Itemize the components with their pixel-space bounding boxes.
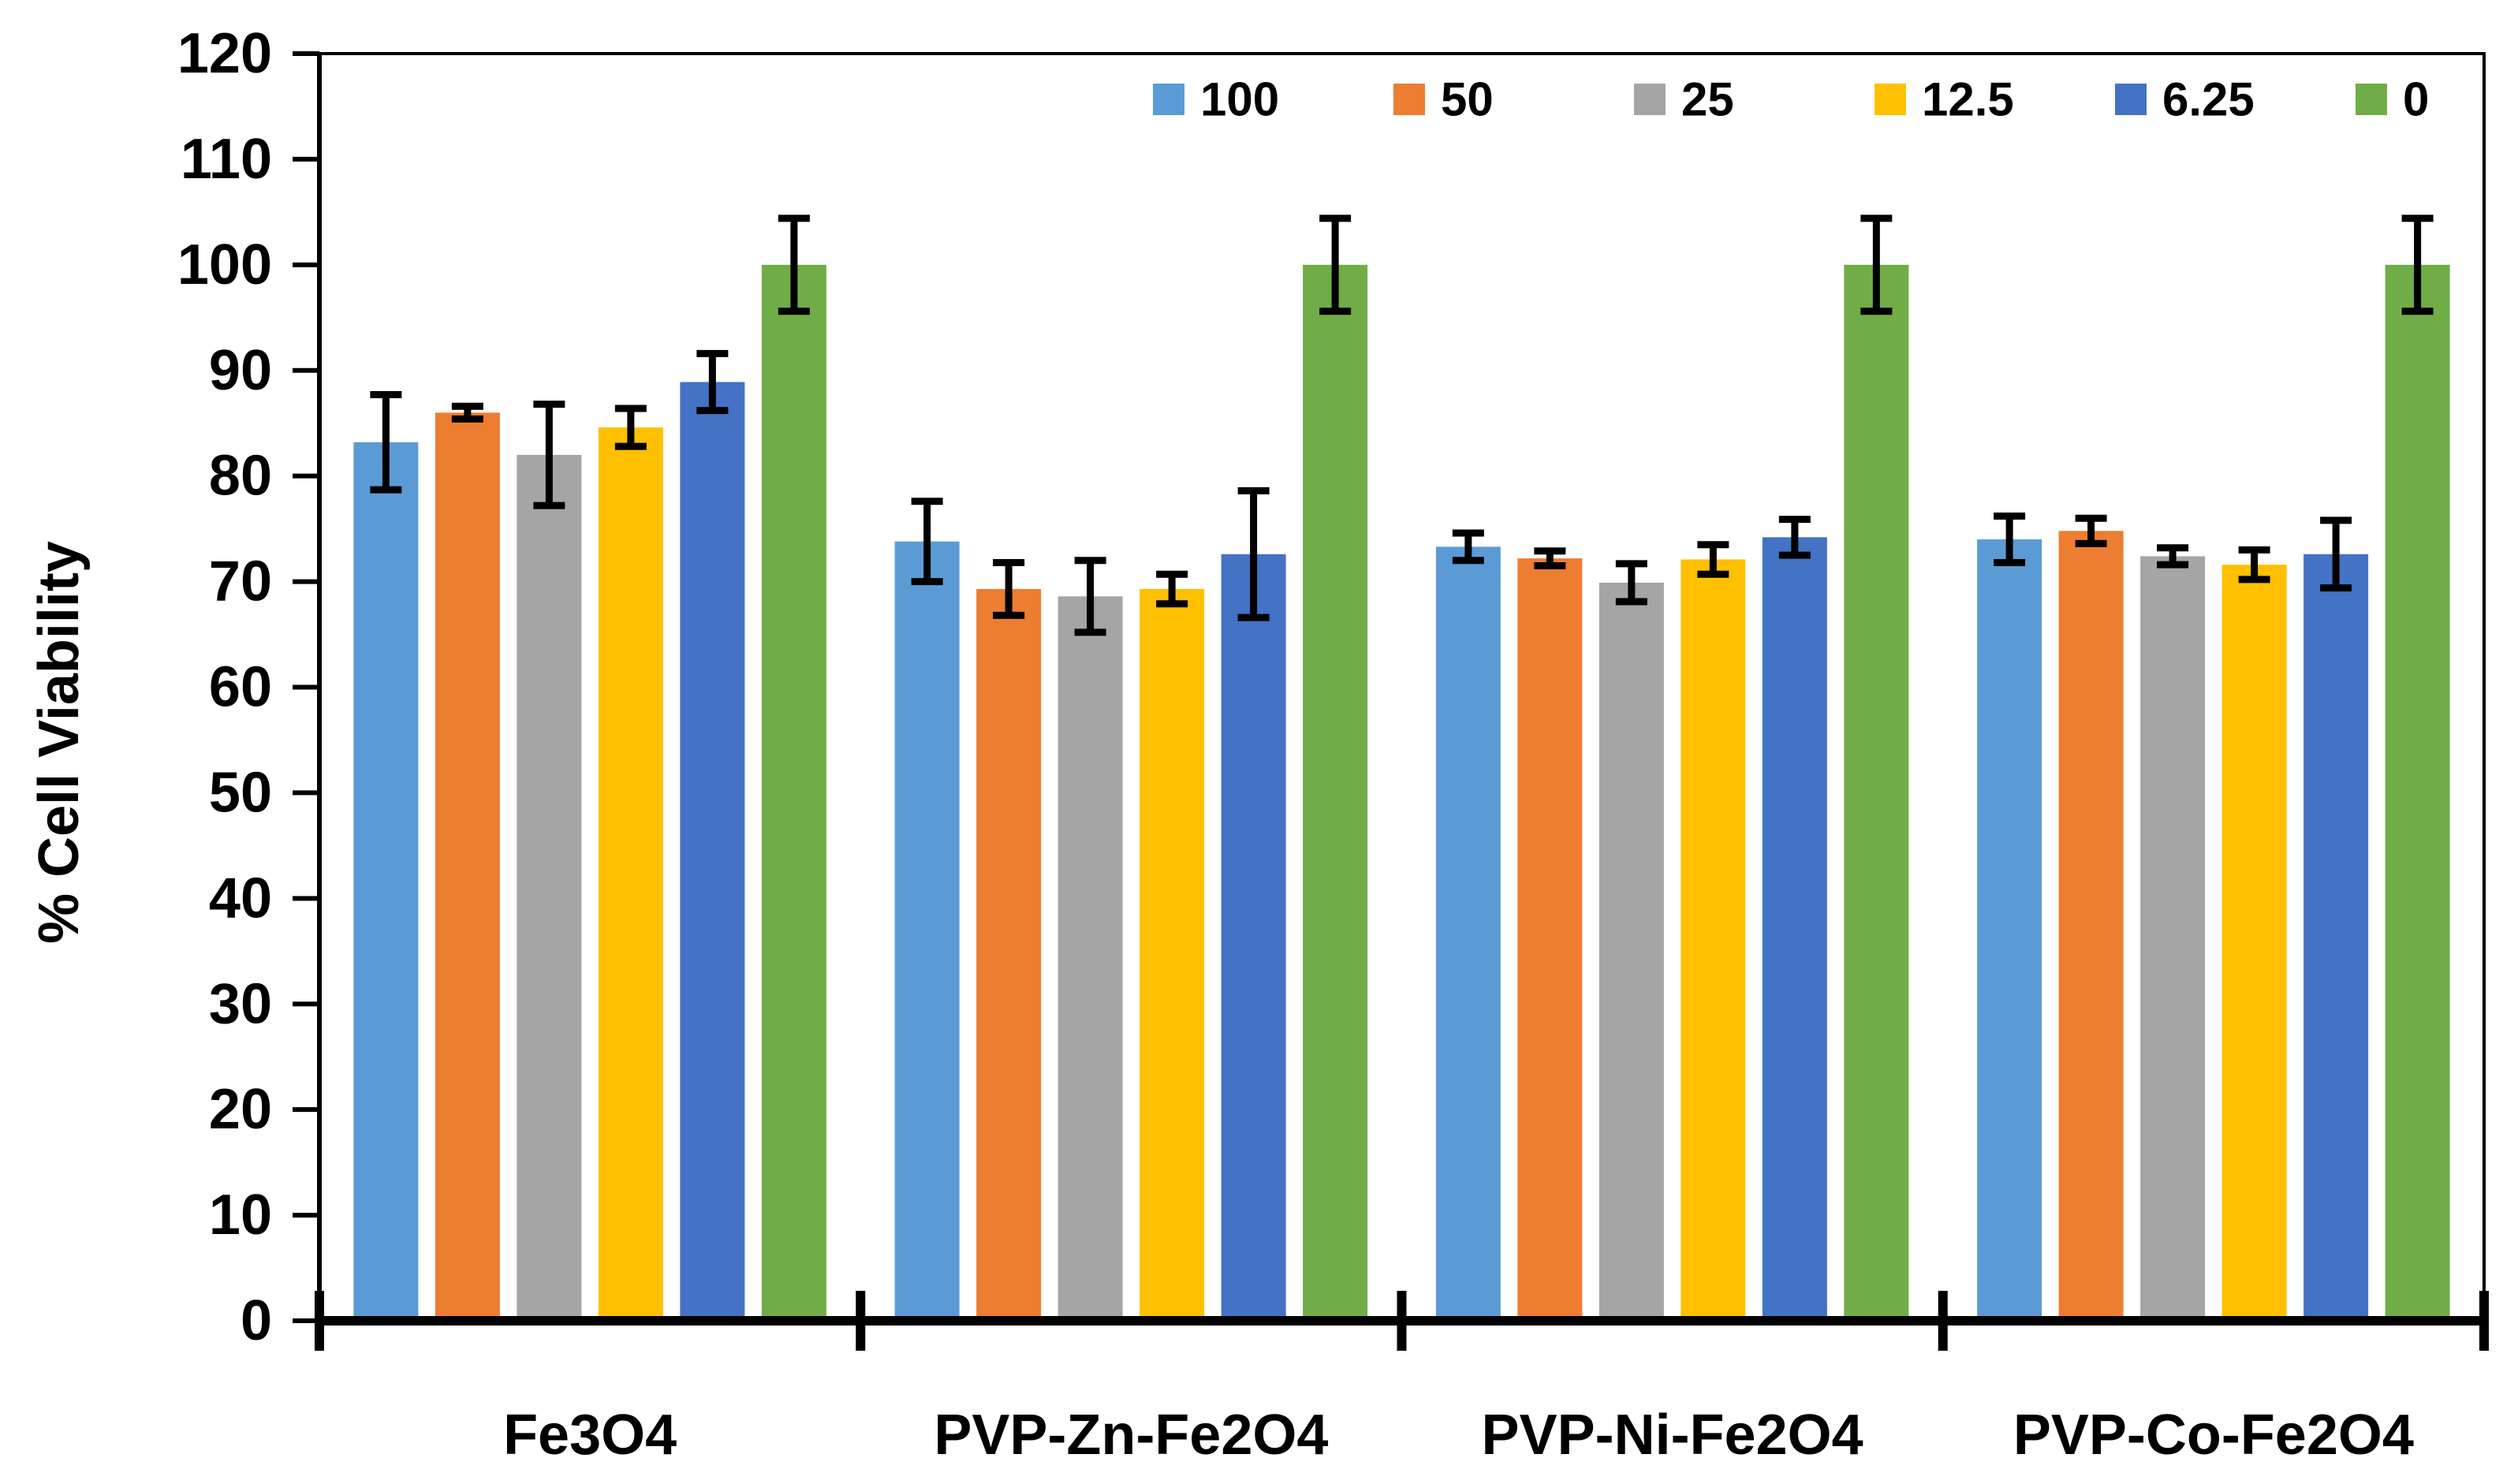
legend-label-0: 0 bbox=[2403, 73, 2429, 126]
legend-label-25: 25 bbox=[1681, 73, 1734, 126]
error-bar-25-2 bbox=[1615, 560, 1647, 606]
y-tick-label-120: 120 bbox=[177, 22, 272, 85]
bar-100-1 bbox=[894, 541, 960, 1321]
legend-swatch-100 bbox=[1153, 84, 1184, 115]
y-tick-label-40: 40 bbox=[209, 867, 272, 930]
error-bar-50-3 bbox=[2075, 514, 2107, 547]
y-tick-label-100: 100 bbox=[177, 233, 272, 296]
y-tick-label-20: 20 bbox=[209, 1078, 272, 1141]
error-bar-0-3 bbox=[2401, 214, 2434, 315]
error-bar-0-2 bbox=[1860, 214, 1893, 315]
x-category-label-2: PVP-Ni-Fe2O4 bbox=[1482, 1404, 1863, 1467]
x-category-label-3: PVP-Co-Fe2O4 bbox=[2013, 1404, 2414, 1467]
error-bar-6_25-1 bbox=[1237, 487, 1270, 621]
bar-25-2 bbox=[1598, 582, 1664, 1321]
error-bar-0-0 bbox=[778, 214, 810, 315]
error-bar-25-3 bbox=[2157, 544, 2189, 569]
bar-50-3 bbox=[2058, 531, 2124, 1321]
legend-label-50: 50 bbox=[1441, 73, 1494, 126]
y-tick-label-90: 90 bbox=[209, 339, 272, 402]
error-bar-25-1 bbox=[1074, 557, 1106, 636]
error-bar-6_25-0 bbox=[696, 349, 729, 415]
bar-12_5-0 bbox=[598, 427, 663, 1322]
bar-100-0 bbox=[353, 442, 419, 1321]
error-bar-100-0 bbox=[370, 391, 402, 494]
y-tick-label-30: 30 bbox=[209, 972, 272, 1035]
error-bar-100-2 bbox=[1452, 529, 1484, 565]
bars-group bbox=[353, 264, 2450, 1322]
bar-50-2 bbox=[1517, 558, 1583, 1321]
y-tick-label-60: 60 bbox=[209, 656, 272, 719]
bar-12_5-3 bbox=[2221, 565, 2287, 1321]
bar-12_5-2 bbox=[1680, 559, 1746, 1321]
y-tick-label-50: 50 bbox=[209, 761, 272, 824]
legend-label-12_5: 12.5 bbox=[1922, 73, 2014, 126]
bar-25-0 bbox=[517, 454, 582, 1322]
bar-6_25-0 bbox=[680, 382, 745, 1321]
legend: 100 50 25 12.5 6.25 0 bbox=[1153, 73, 2429, 126]
error-bar-100-1 bbox=[911, 498, 943, 586]
legend-swatch-6_25 bbox=[2115, 84, 2147, 115]
error-bar-100-3 bbox=[1994, 513, 2026, 566]
legend-swatch-12_5 bbox=[1874, 84, 1906, 115]
x-category-labels: Fe3O4 PVP-Zn-Fe2O4 PVP-Ni-Fe2O4 PVP-Co-Fe2O… bbox=[503, 1404, 2414, 1467]
error-bar-12_5-1 bbox=[1156, 570, 1188, 608]
error-bar-12_5-0 bbox=[614, 405, 647, 450]
legend-label-100: 100 bbox=[1200, 73, 1279, 126]
y-tick-label-80: 80 bbox=[209, 445, 272, 508]
legend-label-6_25: 6.25 bbox=[2162, 73, 2255, 126]
bar-12_5-1 bbox=[1140, 588, 1205, 1321]
error-bar-50-2 bbox=[1534, 547, 1566, 569]
bar-100-3 bbox=[1977, 539, 2042, 1321]
x-category-label-1: PVP-Zn-Fe2O4 bbox=[934, 1404, 1328, 1467]
error-bar-12_5-3 bbox=[2238, 546, 2270, 584]
bar-6_25-1 bbox=[1221, 554, 1286, 1321]
error-bar-0-1 bbox=[1319, 214, 1352, 315]
error-bar-25-0 bbox=[533, 401, 565, 509]
y-axis-title: % Cell Viability bbox=[28, 541, 91, 944]
x-category-label-0: Fe3O4 bbox=[503, 1404, 677, 1467]
bar-100-2 bbox=[1435, 546, 1501, 1321]
bar-25-3 bbox=[2140, 556, 2206, 1321]
legend-swatch-25 bbox=[1634, 84, 1666, 115]
bar-0-3 bbox=[2385, 264, 2450, 1321]
error-bars-group bbox=[370, 214, 2434, 636]
y-tick-label-10: 10 bbox=[209, 1184, 272, 1247]
y-tick-label-70: 70 bbox=[209, 550, 272, 613]
bar-50-1 bbox=[976, 588, 1042, 1321]
error-bar-50-0 bbox=[451, 402, 483, 423]
error-bar-50-1 bbox=[993, 558, 1025, 619]
legend-swatch-0 bbox=[2356, 84, 2387, 115]
bar-0-2 bbox=[1844, 264, 1909, 1321]
y-ticks-group: 0 10 20 30 40 50 60 70 80 90 100 110 120 bbox=[177, 22, 319, 1352]
bar-50-0 bbox=[435, 412, 500, 1321]
error-bar-12_5-2 bbox=[1697, 541, 1729, 578]
bar-0-1 bbox=[1303, 264, 1368, 1321]
legend-swatch-50 bbox=[1393, 84, 1425, 115]
bar-0-0 bbox=[761, 264, 826, 1321]
y-tick-label-110: 110 bbox=[181, 128, 272, 191]
error-bar-6_25-3 bbox=[2320, 516, 2352, 592]
bar-6_25-2 bbox=[1762, 537, 1827, 1321]
error-bar-6_25-2 bbox=[1778, 516, 1811, 559]
bar-6_25-3 bbox=[2303, 554, 2369, 1321]
y-tick-label-0: 0 bbox=[241, 1289, 272, 1352]
bar-25-1 bbox=[1058, 596, 1123, 1321]
